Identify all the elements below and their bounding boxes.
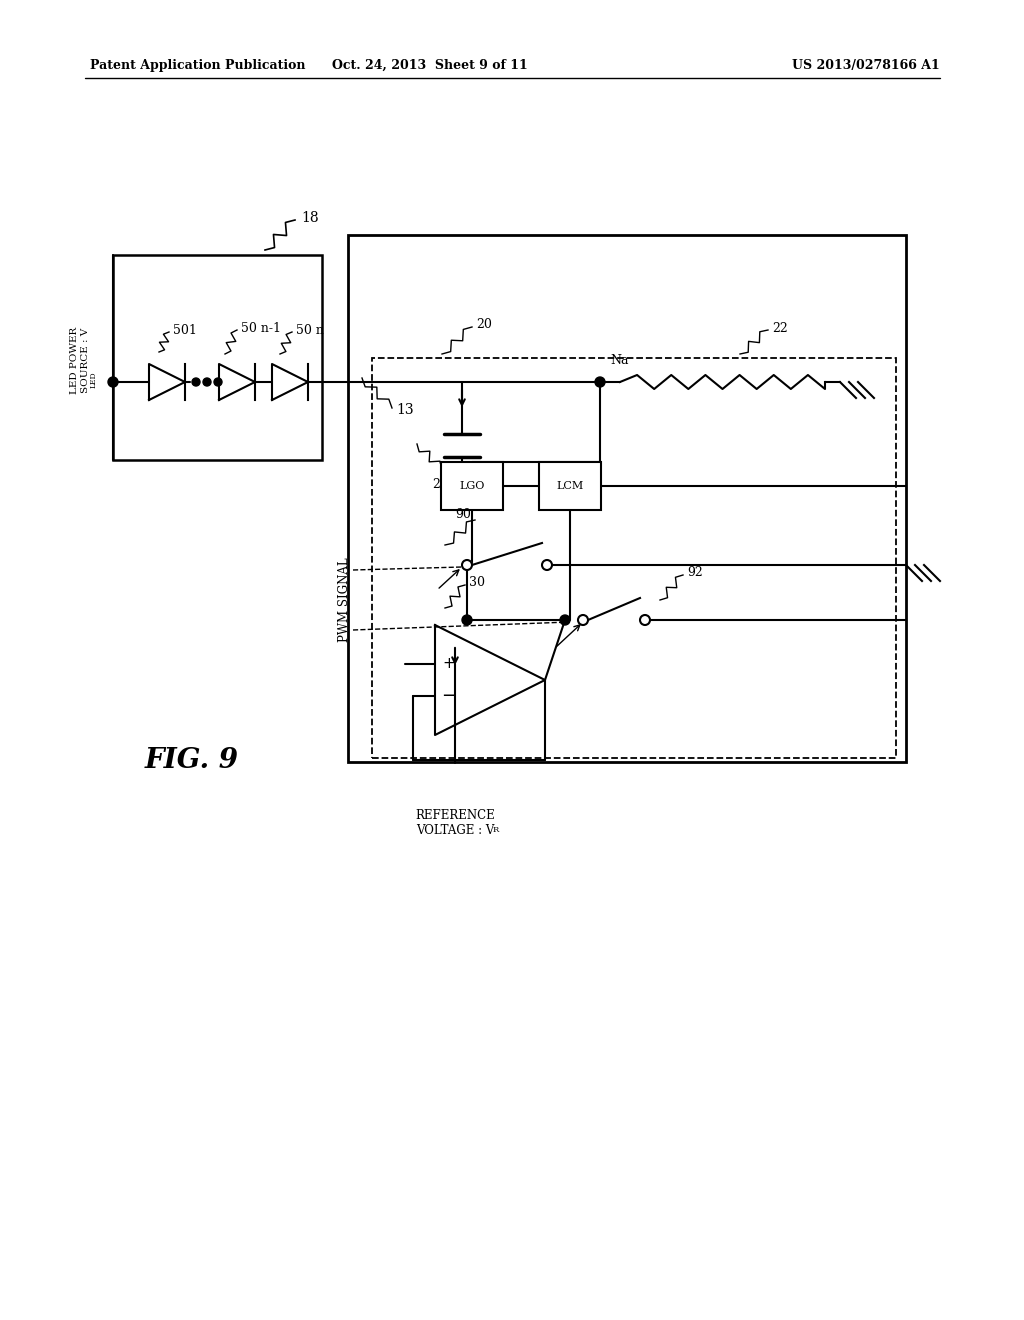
Bar [348,235,906,762]
Text: LED POWER
SOURCE : V: LED POWER SOURCE : V [71,326,90,393]
Text: FIG. 9: FIG. 9 [145,747,239,774]
Circle shape [560,615,570,624]
Bar [441,462,503,510]
Text: 501: 501 [173,323,197,337]
Text: Patent Application Publication: Patent Application Publication [90,58,305,71]
Text: 50 n: 50 n [296,323,324,337]
Circle shape [595,378,605,387]
Text: Oct. 24, 2013  Sheet 9 of 11: Oct. 24, 2013 Sheet 9 of 11 [332,58,528,71]
Text: R: R [493,826,500,834]
Text: LGO: LGO [460,480,484,491]
Circle shape [462,615,472,624]
Circle shape [203,378,211,385]
Circle shape [542,560,552,570]
Bar [113,255,322,459]
Text: −: − [441,686,457,705]
Text: 92: 92 [687,566,702,579]
Circle shape [193,378,200,385]
Text: 22: 22 [772,322,787,334]
Text: 50 n-1: 50 n-1 [241,322,281,334]
Bar [539,462,601,510]
Text: 25: 25 [432,479,447,491]
Text: LED: LED [90,372,98,388]
Circle shape [108,378,118,387]
Circle shape [214,378,222,385]
Text: 20: 20 [476,318,492,331]
Circle shape [462,560,472,570]
Bar [372,358,896,758]
Text: 18: 18 [301,211,318,224]
Text: US 2013/0278166 A1: US 2013/0278166 A1 [793,58,940,71]
Text: LCM: LCM [556,480,584,491]
Text: Na: Na [610,354,629,367]
Text: 90: 90 [455,508,471,521]
Text: 13: 13 [396,403,414,417]
Text: PWM SIGNAL: PWM SIGNAL [339,557,351,643]
Circle shape [578,615,588,624]
Circle shape [640,615,650,624]
Text: +: + [442,656,456,672]
Text: 30: 30 [469,577,485,590]
Text: REFERENCE
VOLTAGE : V: REFERENCE VOLTAGE : V [415,809,495,837]
